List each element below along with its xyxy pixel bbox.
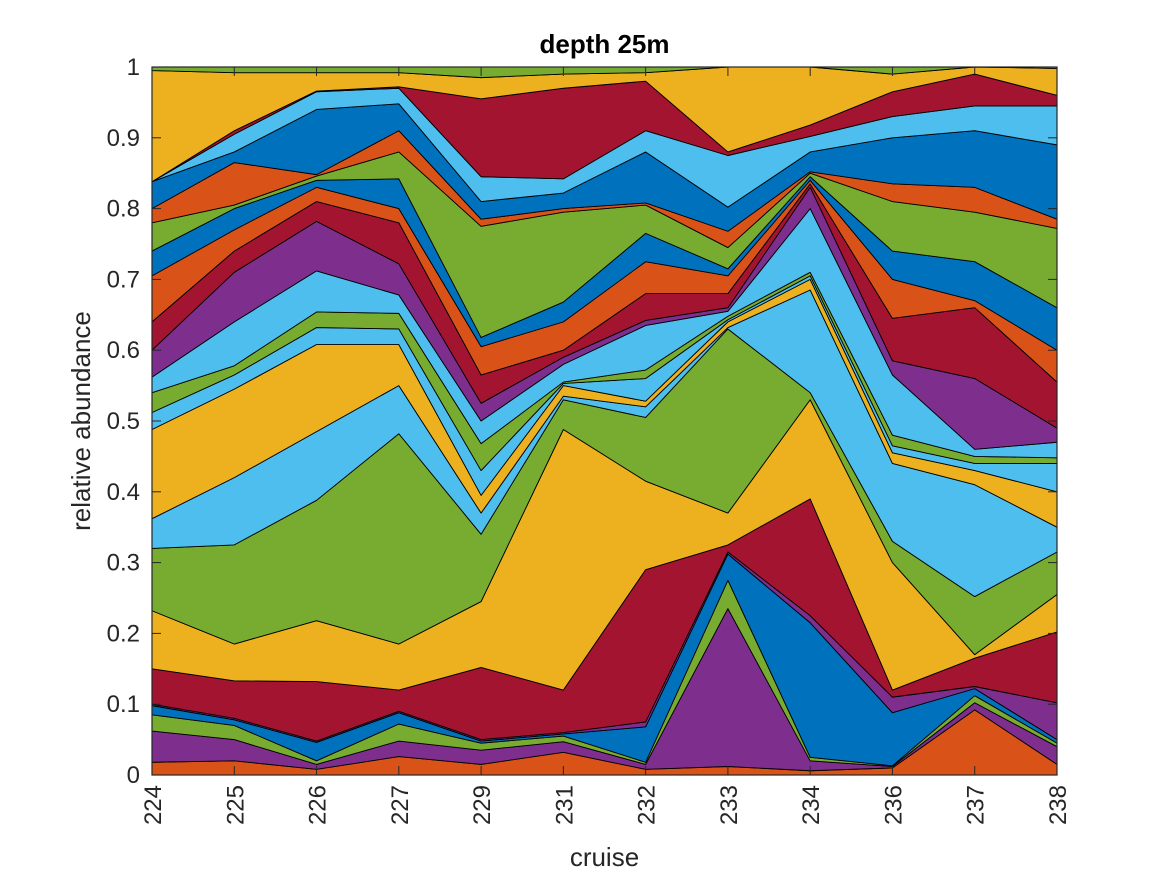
y-tick-label: 0.3	[107, 550, 140, 577]
y-axis-label: relative abundance	[66, 311, 96, 531]
x-tick-label: 227	[387, 785, 414, 825]
y-tick-label: 0.8	[107, 196, 140, 223]
y-tick-label: 0.1	[107, 691, 140, 718]
y-tick-label: 0.2	[107, 620, 140, 647]
x-tick-label: 237	[963, 785, 990, 825]
x-tick-label: 234	[798, 785, 825, 825]
x-tick-label: 231	[551, 785, 578, 825]
x-tick-label: 229	[469, 785, 496, 825]
y-tick-label: 0.5	[107, 408, 140, 435]
x-tick-label: 226	[305, 785, 332, 825]
y-tick-label: 0.4	[107, 479, 140, 506]
x-tick-label: 238	[1045, 785, 1072, 825]
y-tick-label: 0.7	[107, 266, 140, 293]
x-tick-label: 225	[222, 785, 249, 825]
x-axis-label: cruise	[570, 842, 639, 872]
x-tick-label: 224	[140, 785, 167, 825]
tick-layer: 0 0.1 0.2 0.3 0.4 0.5 0.6 0.7 0.8 0.9 1 224 225 226 22…	[107, 54, 1072, 825]
y-tick-label: 0.6	[107, 337, 140, 364]
y-tick-label: 0.9	[107, 125, 140, 152]
x-tick-label: 233	[716, 785, 743, 825]
y-tick-label: 0	[127, 762, 140, 789]
x-tick-label: 232	[634, 785, 661, 825]
area-layer	[151, 66, 1058, 776]
x-tick-label: 236	[880, 785, 907, 825]
y-tick-label: 1	[127, 54, 140, 81]
chart-title: depth 25m	[539, 29, 669, 59]
